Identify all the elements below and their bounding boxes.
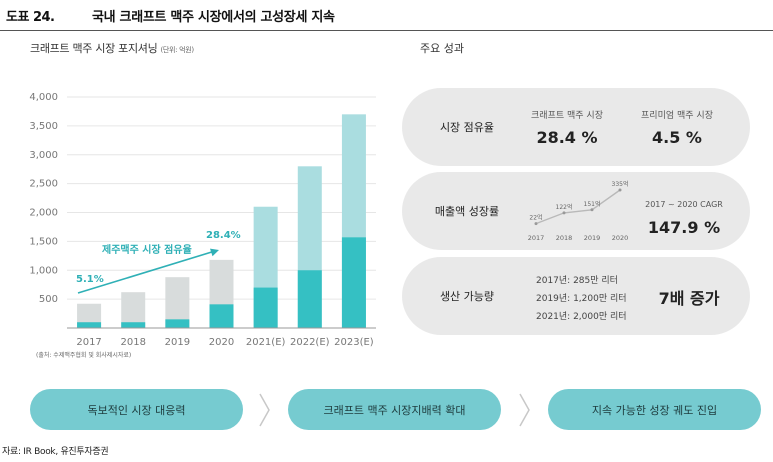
y-axis: 4,000 3,500 3,000 2,500 2,000 1,500 1,000 500: [29, 92, 376, 305]
bar-inner: [341, 237, 366, 328]
bar-inner: [297, 270, 322, 328]
growth-line: [535, 189, 621, 225]
figure-number: 도표 24.: [6, 10, 55, 25]
revenue-growth-card: 매출액 성장률 22억 2017 122억 2018 151억 2019 335억 2020 …: [402, 172, 750, 250]
growth-point: [618, 188, 622, 192]
chevron-right-icon: [259, 393, 270, 427]
bar-inner: [209, 304, 234, 328]
growth-year-label: 2017: [528, 234, 545, 242]
capacity-value: 7배 증가: [658, 289, 720, 308]
trend-label: 제주맥주 시장 점유율: [102, 243, 192, 256]
end-share-label: 28.4%: [206, 230, 241, 241]
bar-inner: [253, 287, 278, 328]
x-tick-label: 2022(E): [290, 337, 330, 348]
bar-total: [121, 292, 146, 328]
header-rule: [0, 30, 773, 31]
premium-market-value: 4.5 %: [652, 128, 702, 147]
x-tick-label: 2020: [209, 337, 234, 348]
growth-point: [562, 211, 566, 215]
bar-inner: [77, 322, 102, 328]
premium-market-header: 프리미엄 맥주 시장: [641, 111, 713, 121]
growth-year-label: 2019: [584, 234, 601, 242]
x-tick-label: 2021(E): [246, 337, 286, 348]
capacity-line-2017: 2017년: 285만 리터: [536, 276, 618, 286]
growth-value-label: 151억: [584, 200, 601, 208]
x-tick-label: 2023(E): [334, 337, 374, 348]
pill-market-response: 독보적인 시장 대응력: [30, 389, 243, 430]
growth-value-label: 335억: [612, 180, 629, 188]
bar-inner: [121, 322, 146, 328]
trend-arrow-line: [77, 250, 216, 294]
growth-value-label: 22억: [529, 214, 542, 222]
y-tick-label: 1,500: [29, 236, 58, 247]
capacity-line-2021: 2021년: 2,000만 리터: [536, 312, 627, 322]
capacity-card: 생산 가능량 2017년: 285만 리터 2019년: 1,200만 리터 2…: [402, 257, 750, 335]
growth-point: [534, 222, 538, 226]
start-share-label: 5.1%: [76, 274, 104, 285]
y-tick-label: 1,000: [29, 265, 58, 276]
chevron-right-icon: [519, 393, 530, 427]
x-tick-label: 2019: [165, 337, 190, 348]
chart-title: 크래프트 맥주 시장 포지셔닝 (단위: 억원): [30, 40, 194, 56]
revenue-growth-label: 매출액 성장률: [434, 205, 500, 218]
y-tick-label: 500: [39, 294, 58, 305]
craft-market-value: 28.4 %: [536, 128, 598, 147]
figure-title: 국내 크래프트 맥주 시장에서의 고성장세 지속: [92, 10, 335, 25]
growth-point: [590, 208, 594, 212]
chart-unit: (단위: 억원): [160, 46, 194, 54]
capacity-line-2019: 2019년: 1,200만 리터: [536, 294, 627, 304]
bar-chart: 4,000 3,500 3,000 2,500 2,000 1,500 1,000 500 2…: [29, 92, 376, 359]
y-tick-label: 2,500: [29, 179, 58, 190]
source-note: 자료: IR Book, 유진투자증권: [2, 447, 109, 457]
market-share-card: 시장 점유율 크래프트 맥주 시장 28.4 % 프리미엄 맥주 시장 4.5 …: [402, 88, 750, 166]
y-tick-label: 2,000: [29, 208, 58, 219]
cagr-value: 147.9 %: [647, 218, 721, 237]
pill-market-dominance: 크래프트 맥주 시장지배력 확대: [288, 389, 501, 430]
chart-source-note: (출처: 수제맥주협회 및 회사제시자료): [36, 351, 131, 359]
growth-year-label: 2020: [612, 234, 629, 242]
chart-title-text: 크래프트 맥주 시장 포지셔닝: [30, 42, 158, 55]
growth-value-label: 122억: [556, 203, 573, 211]
cagr-header: 2017 ~ 2020 CAGR: [645, 200, 723, 209]
pill-sustainable-growth: 지속 가능한 성장 궤도 진입: [548, 389, 761, 430]
trend-arrow-head: [210, 248, 219, 257]
craft-market-header: 크래프트 맥주 시장: [531, 111, 603, 121]
y-tick-label: 3,500: [29, 121, 58, 132]
mini-line-chart: 22억 2017 122억 2018 151억 2019 335억 2020: [528, 180, 629, 242]
x-tick-label: 2018: [120, 337, 145, 348]
share-annotation: 제주맥주 시장 점유율 5.1% 28.4%: [76, 230, 241, 294]
bar-group: [77, 114, 366, 328]
capacity-label: 생산 가능량: [439, 290, 495, 303]
growth-year-label: 2018: [556, 234, 573, 242]
x-axis: 2017 2018 2019 2020 2021(E) 2022(E) 2023(E): [76, 337, 373, 348]
x-tick-label: 2017: [76, 337, 101, 348]
y-tick-label: 4,000: [29, 92, 58, 103]
market-share-label: 시장 점유율: [439, 121, 495, 134]
performance-title: 주요 성과: [420, 42, 464, 55]
y-tick-label: 3,000: [29, 150, 58, 161]
bar-inner: [165, 319, 190, 328]
